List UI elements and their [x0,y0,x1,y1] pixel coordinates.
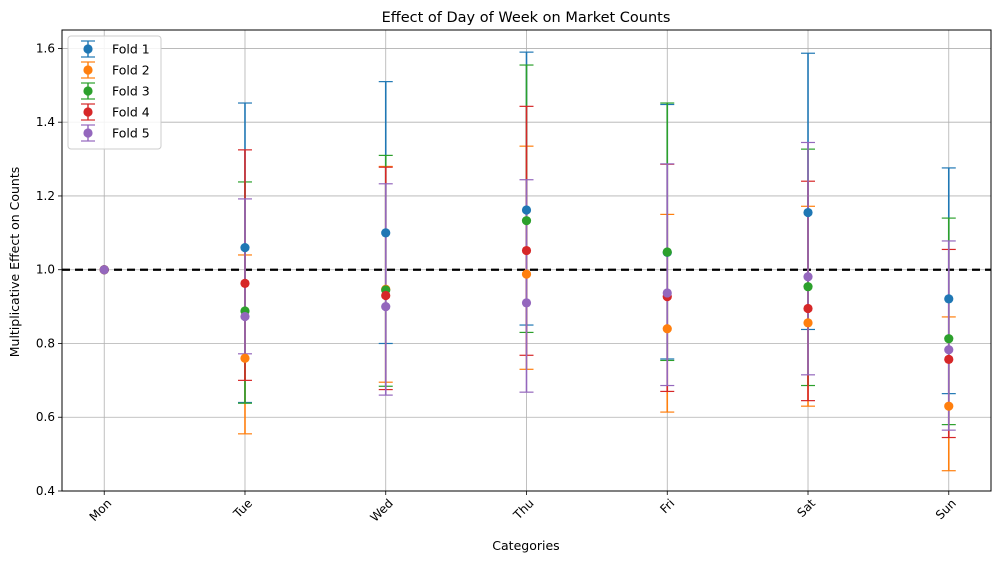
legend-marker [83,128,93,138]
legend-box [67,35,162,150]
data-point [521,269,532,279]
legend-label: Fold 3 [112,84,150,99]
data-point [944,354,954,364]
data-point [240,311,250,322]
y-tick-label: 0.6 [36,410,55,424]
data-point [381,302,391,312]
data-point [803,207,813,218]
data-point [803,303,813,314]
y-tick-label: 1.0 [36,263,55,277]
series-5-markers [99,265,954,355]
legend-label: Fold 5 [112,126,150,141]
legend-label: Fold 4 [112,105,150,120]
data-point [240,242,250,253]
data-point [803,318,813,328]
data-point [521,245,532,256]
data-point [521,216,532,226]
data-point [521,298,532,308]
y-axis-title: Multiplicative Effect on Counts [7,167,22,358]
legend-marker [83,107,93,117]
data-point [803,272,813,282]
legend-label: Fold 1 [112,42,150,57]
y-tick-label: 1.6 [36,41,55,55]
legend-label: Fold 2 [112,63,150,78]
x-axis-title: Categories [492,538,559,553]
y-tick-label: 1.2 [36,189,55,203]
data-point [944,294,954,304]
chart-title: Effect of Day of Week on Market Counts [382,10,671,26]
data-point [240,278,250,288]
data-point [521,205,532,215]
data-point [381,228,391,238]
data-point [99,265,109,275]
y-tick-label: 1.4 [36,115,55,129]
legend-marker [83,44,93,54]
legend: Fold 1 Fold 2 Fold 3 Fold 4 Fold 5 [67,35,162,150]
data-point [240,353,250,363]
y-tick-layer: 0.4 0.6 0.8 1.0 1.2 1.4 1.6 [36,41,62,498]
data-point [944,334,954,344]
data-point [662,324,672,334]
data-point [944,345,954,355]
legend-marker [83,86,93,96]
series-layer [99,51,956,472]
y-tick-label: 0.4 [36,484,55,498]
data-point [803,282,813,292]
y-tick-label: 0.8 [36,336,55,350]
data-point [381,290,391,301]
legend-marker [83,65,93,75]
data-point [662,288,672,298]
data-point [662,247,672,257]
data-point [944,401,954,411]
